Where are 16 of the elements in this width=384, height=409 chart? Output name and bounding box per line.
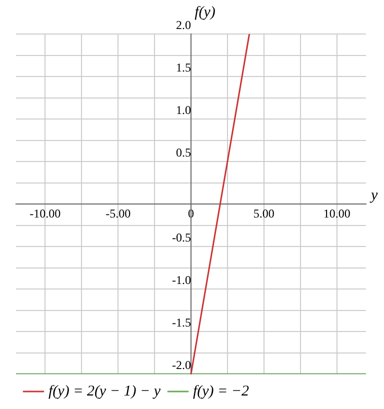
y-tick-label: 1.5 (176, 60, 191, 75)
y-tick-label: 1.0 (176, 103, 191, 118)
y-tick-label: -1.5 (172, 316, 191, 330)
x-tick-label: -5.00 (106, 206, 131, 220)
legend-label: f(y) = 2(y − 1) − y (48, 383, 161, 400)
x-tick-label: -10.00 (30, 206, 61, 220)
y-tick-label: 0.5 (176, 146, 191, 160)
y-tick-label: 2.0 (176, 18, 191, 32)
x-tick-label: 10.00 (323, 206, 350, 220)
y-axis-title: f(y) (194, 4, 216, 20)
x-axis-title: y (369, 187, 378, 204)
x-tick-label: 5.00 (253, 206, 274, 220)
legend-label: f(y) = −2 (192, 383, 250, 400)
y-tick-label: -1.0 (172, 273, 191, 288)
y-tick-label: -0.5 (172, 230, 191, 245)
y-tick-label: -2.0 (172, 358, 191, 372)
